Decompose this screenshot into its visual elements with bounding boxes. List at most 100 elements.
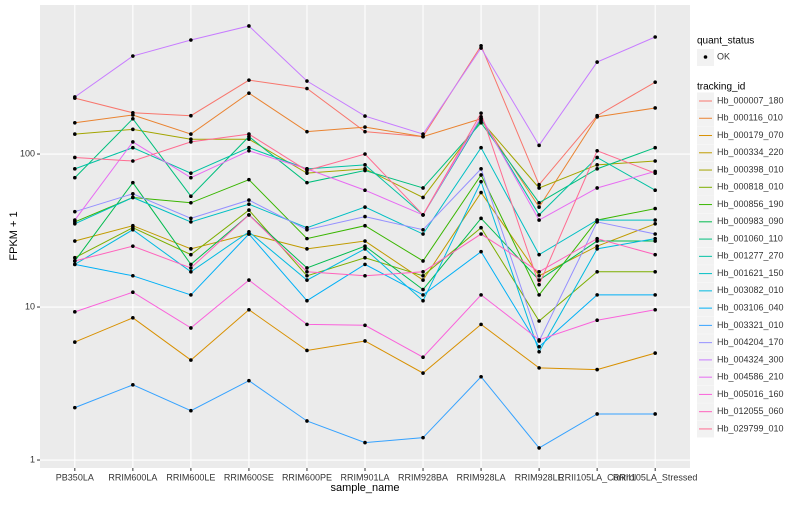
point — [653, 351, 657, 355]
point — [131, 145, 135, 150]
point — [363, 239, 367, 243]
point — [363, 223, 367, 228]
point — [247, 198, 251, 202]
point — [653, 218, 657, 222]
point — [131, 274, 135, 278]
point — [363, 323, 367, 328]
point — [247, 378, 251, 383]
point — [305, 274, 309, 278]
legend-label: Hb_000116_010 — [717, 113, 783, 123]
point — [189, 247, 193, 251]
point — [305, 266, 309, 270]
point — [421, 371, 425, 375]
point — [421, 232, 425, 236]
point — [131, 290, 135, 295]
point — [189, 201, 193, 205]
point — [189, 269, 193, 274]
x-tick-label: RRII105LA_Control — [558, 472, 636, 482]
point — [537, 366, 541, 370]
point — [479, 293, 483, 297]
point — [537, 319, 541, 323]
point — [421, 287, 425, 292]
point — [247, 91, 251, 95]
point — [131, 383, 135, 387]
point — [479, 374, 483, 379]
point — [421, 132, 425, 136]
point — [247, 177, 251, 182]
point — [305, 86, 309, 91]
point — [305, 298, 309, 303]
point — [305, 269, 309, 274]
point — [595, 220, 599, 224]
point — [653, 145, 657, 150]
point — [537, 205, 541, 209]
point — [189, 171, 193, 175]
legend-label: Hb_003321_010 — [717, 320, 784, 330]
y-tick-label: 10 — [25, 301, 35, 311]
point — [595, 186, 599, 190]
point — [131, 116, 135, 121]
legend-title: quant_status — [697, 36, 754, 47]
point — [653, 188, 657, 193]
point — [595, 318, 599, 323]
point — [363, 129, 367, 134]
point — [363, 163, 367, 167]
point — [421, 355, 425, 360]
point — [421, 227, 425, 232]
legend-label: Hb_004586_210 — [717, 372, 784, 382]
point — [305, 180, 309, 185]
point — [595, 148, 599, 153]
legend-label: Hb_000856_190 — [717, 199, 784, 209]
point — [189, 137, 193, 142]
point — [595, 269, 599, 274]
x-tick-label: RRIM600LE — [166, 472, 215, 482]
point — [363, 262, 367, 267]
legend-label: Hb_000818_010 — [717, 182, 784, 192]
point — [421, 269, 425, 274]
point — [305, 171, 309, 175]
point — [537, 446, 541, 450]
point — [131, 180, 135, 185]
point — [305, 79, 309, 83]
point — [305, 227, 309, 232]
point — [247, 145, 251, 150]
legend-label: Hb_005016_160 — [717, 389, 784, 399]
point — [653, 252, 657, 257]
point — [189, 262, 193, 267]
point — [653, 80, 657, 84]
point — [479, 167, 483, 171]
point — [421, 195, 425, 200]
point — [131, 159, 135, 163]
point — [421, 298, 425, 303]
point — [247, 307, 251, 312]
point — [653, 236, 657, 241]
point — [595, 412, 599, 416]
point — [247, 213, 251, 217]
point — [131, 140, 135, 144]
point — [421, 259, 425, 263]
point — [421, 435, 425, 440]
legend-label: Hb_000398_010 — [717, 164, 784, 174]
point — [595, 247, 599, 251]
legend-label: Hb_004324_300 — [717, 354, 784, 364]
point — [537, 143, 541, 148]
point — [595, 236, 599, 241]
point — [537, 252, 541, 257]
point — [131, 227, 135, 232]
point — [595, 367, 599, 372]
point — [189, 216, 193, 221]
point — [247, 208, 251, 212]
point — [247, 278, 251, 282]
point — [653, 293, 657, 297]
legend-label: Hb_000007_180 — [717, 95, 784, 105]
point — [131, 316, 135, 320]
y-axis-label: FPKM + 1 — [8, 211, 20, 260]
point — [479, 216, 483, 221]
point — [73, 209, 77, 214]
point — [247, 137, 251, 142]
point — [305, 348, 309, 353]
point — [479, 322, 483, 327]
point — [363, 152, 367, 156]
y-tick-label: 1 — [30, 454, 35, 464]
point — [73, 155, 77, 160]
